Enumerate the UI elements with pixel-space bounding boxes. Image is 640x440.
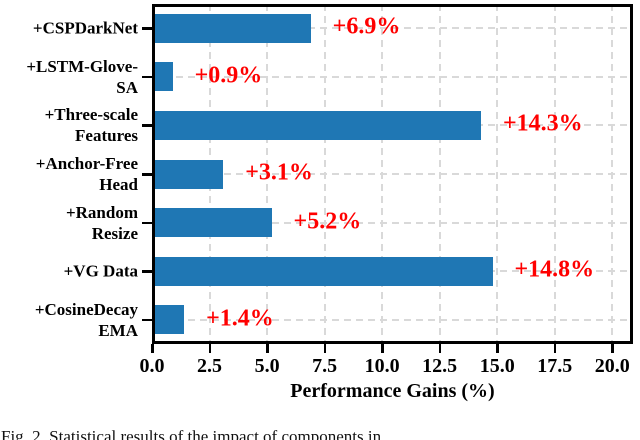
x-axis-tick — [496, 344, 499, 353]
x-axis-tick-label: 10.0 — [364, 355, 400, 377]
bar — [152, 208, 272, 238]
bar-value-label: +0.9% — [194, 62, 263, 89]
x-axis-tick — [438, 344, 442, 353]
bar-value-label: +5.2% — [293, 207, 362, 234]
plot-area: +6.9% +0.9% +14.3% +3.1% +5.2% +14.8% +1.4% — [152, 4, 633, 344]
bar — [152, 256, 493, 286]
x-axis-tick — [611, 344, 614, 353]
y-axis-tick — [142, 173, 153, 176]
category-label: +Random Resize — [65, 202, 138, 243]
y-axis-tick — [142, 318, 153, 322]
x-axis-tick — [553, 344, 557, 353]
bar-value-label: +14.3% — [502, 110, 583, 137]
x-axis-tick-label: 2.5 — [197, 355, 223, 377]
x-axis-title: Performance Gains (%) — [290, 380, 495, 402]
y-axis-tick — [142, 221, 153, 225]
y-axis-tick — [142, 27, 153, 30]
gridline-horizontal — [152, 221, 633, 224]
bar — [152, 13, 311, 43]
y-axis-tick — [142, 270, 153, 273]
category-label: +LSTM-Glove- SA — [26, 56, 138, 97]
x-axis-tick-label: 20.0 — [594, 355, 630, 377]
category-label: +Three-scale Features — [44, 105, 138, 146]
x-axis-tick — [381, 344, 384, 353]
x-axis-tick — [151, 344, 154, 353]
figure-caption: Fig. 2. Statistical results of the impac… — [1, 427, 382, 440]
x-axis-tick-label: 5.0 — [254, 355, 280, 377]
x-axis-tick-label: 17.5 — [537, 355, 573, 377]
category-label: +VG Data — [63, 261, 138, 281]
x-axis-tick — [323, 344, 327, 353]
gridline-horizontal — [152, 318, 633, 321]
x-axis-tick-label: 0.0 — [139, 355, 165, 377]
x-axis-tick — [266, 344, 269, 353]
category-label: +Anchor-Free Head — [35, 154, 138, 194]
gridline-horizontal — [152, 27, 633, 30]
bar-value-label: +3.1% — [245, 159, 313, 186]
bar-value-label: +6.9% — [332, 13, 401, 40]
x-axis-tick-label: 7.5 — [312, 355, 338, 377]
bar — [152, 62, 173, 92]
bar-value-label: +1.4% — [206, 305, 274, 332]
gridline-horizontal — [152, 75, 633, 78]
category-label: +CosineDecay EMA — [34, 299, 138, 340]
bar-value-label: +14.8% — [514, 256, 595, 283]
x-axis-tick-label: 12.5 — [422, 355, 458, 377]
bar — [152, 159, 224, 189]
x-axis-tick — [208, 344, 212, 353]
y-axis-tick — [142, 75, 153, 79]
bar — [152, 110, 482, 140]
gridline-horizontal — [152, 173, 633, 175]
bar — [152, 305, 185, 335]
x-axis-tick-label: 15.0 — [479, 355, 515, 377]
category-label: +CSPDarkNet — [32, 18, 138, 38]
y-axis-tick — [142, 124, 153, 127]
